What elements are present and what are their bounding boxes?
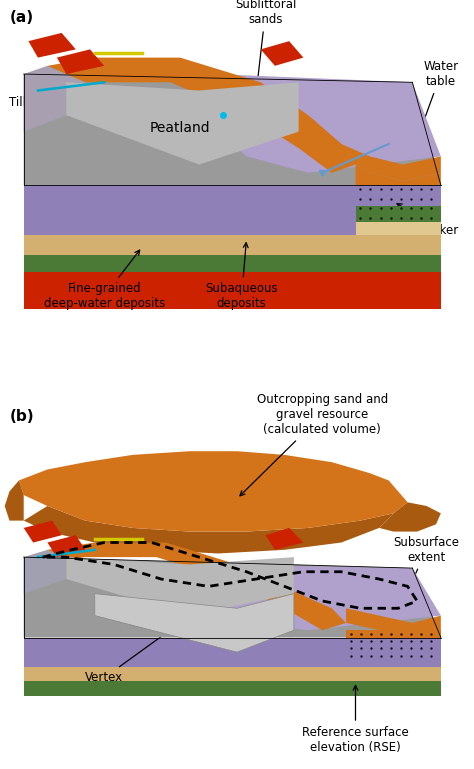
Text: Vertex: Vertex — [85, 625, 177, 684]
Polygon shape — [346, 631, 441, 638]
Text: Esker: Esker — [397, 204, 459, 237]
Polygon shape — [24, 667, 441, 681]
Polygon shape — [356, 165, 441, 185]
Polygon shape — [24, 521, 62, 543]
Polygon shape — [24, 506, 393, 554]
Polygon shape — [28, 33, 76, 58]
Polygon shape — [24, 74, 441, 185]
Text: Sublittoral
sands: Sublittoral sands — [235, 0, 296, 91]
Polygon shape — [379, 502, 441, 531]
Polygon shape — [24, 638, 441, 667]
Polygon shape — [24, 185, 441, 235]
Text: Bedrock: Bedrock — [28, 108, 76, 140]
Polygon shape — [38, 543, 346, 631]
Text: Subsurface
extent: Subsurface extent — [393, 536, 460, 598]
Polygon shape — [24, 557, 441, 638]
Text: Peatland: Peatland — [150, 121, 210, 135]
Polygon shape — [265, 528, 303, 550]
Polygon shape — [24, 681, 441, 696]
Polygon shape — [308, 115, 441, 181]
Text: Till: Till — [9, 96, 31, 120]
Polygon shape — [19, 451, 408, 531]
Polygon shape — [57, 49, 104, 74]
Polygon shape — [24, 550, 66, 594]
Polygon shape — [24, 271, 441, 308]
Polygon shape — [66, 82, 299, 165]
Polygon shape — [24, 235, 441, 255]
Text: Water
table: Water table — [413, 60, 458, 148]
Polygon shape — [24, 255, 441, 271]
Polygon shape — [356, 222, 441, 235]
Polygon shape — [190, 564, 441, 631]
Text: Outcropping sand and
gravel resource
(calculated volume): Outcropping sand and gravel resource (ca… — [240, 393, 388, 496]
Text: Reference surface
elevation (RSE): Reference surface elevation (RSE) — [302, 685, 409, 754]
Text: (b): (b) — [9, 409, 34, 424]
Polygon shape — [38, 58, 356, 173]
Polygon shape — [356, 205, 441, 222]
Polygon shape — [346, 608, 441, 638]
Polygon shape — [66, 557, 294, 615]
Polygon shape — [24, 66, 85, 131]
Polygon shape — [199, 74, 441, 173]
Polygon shape — [261, 41, 303, 66]
Text: Fine-grained
deep-water deposits: Fine-grained deep-water deposits — [44, 250, 165, 310]
Polygon shape — [5, 481, 24, 521]
Text: (a): (a) — [9, 10, 34, 25]
Polygon shape — [47, 535, 85, 557]
Polygon shape — [95, 594, 294, 652]
Text: Subaqueous
deposits: Subaqueous deposits — [205, 243, 278, 310]
